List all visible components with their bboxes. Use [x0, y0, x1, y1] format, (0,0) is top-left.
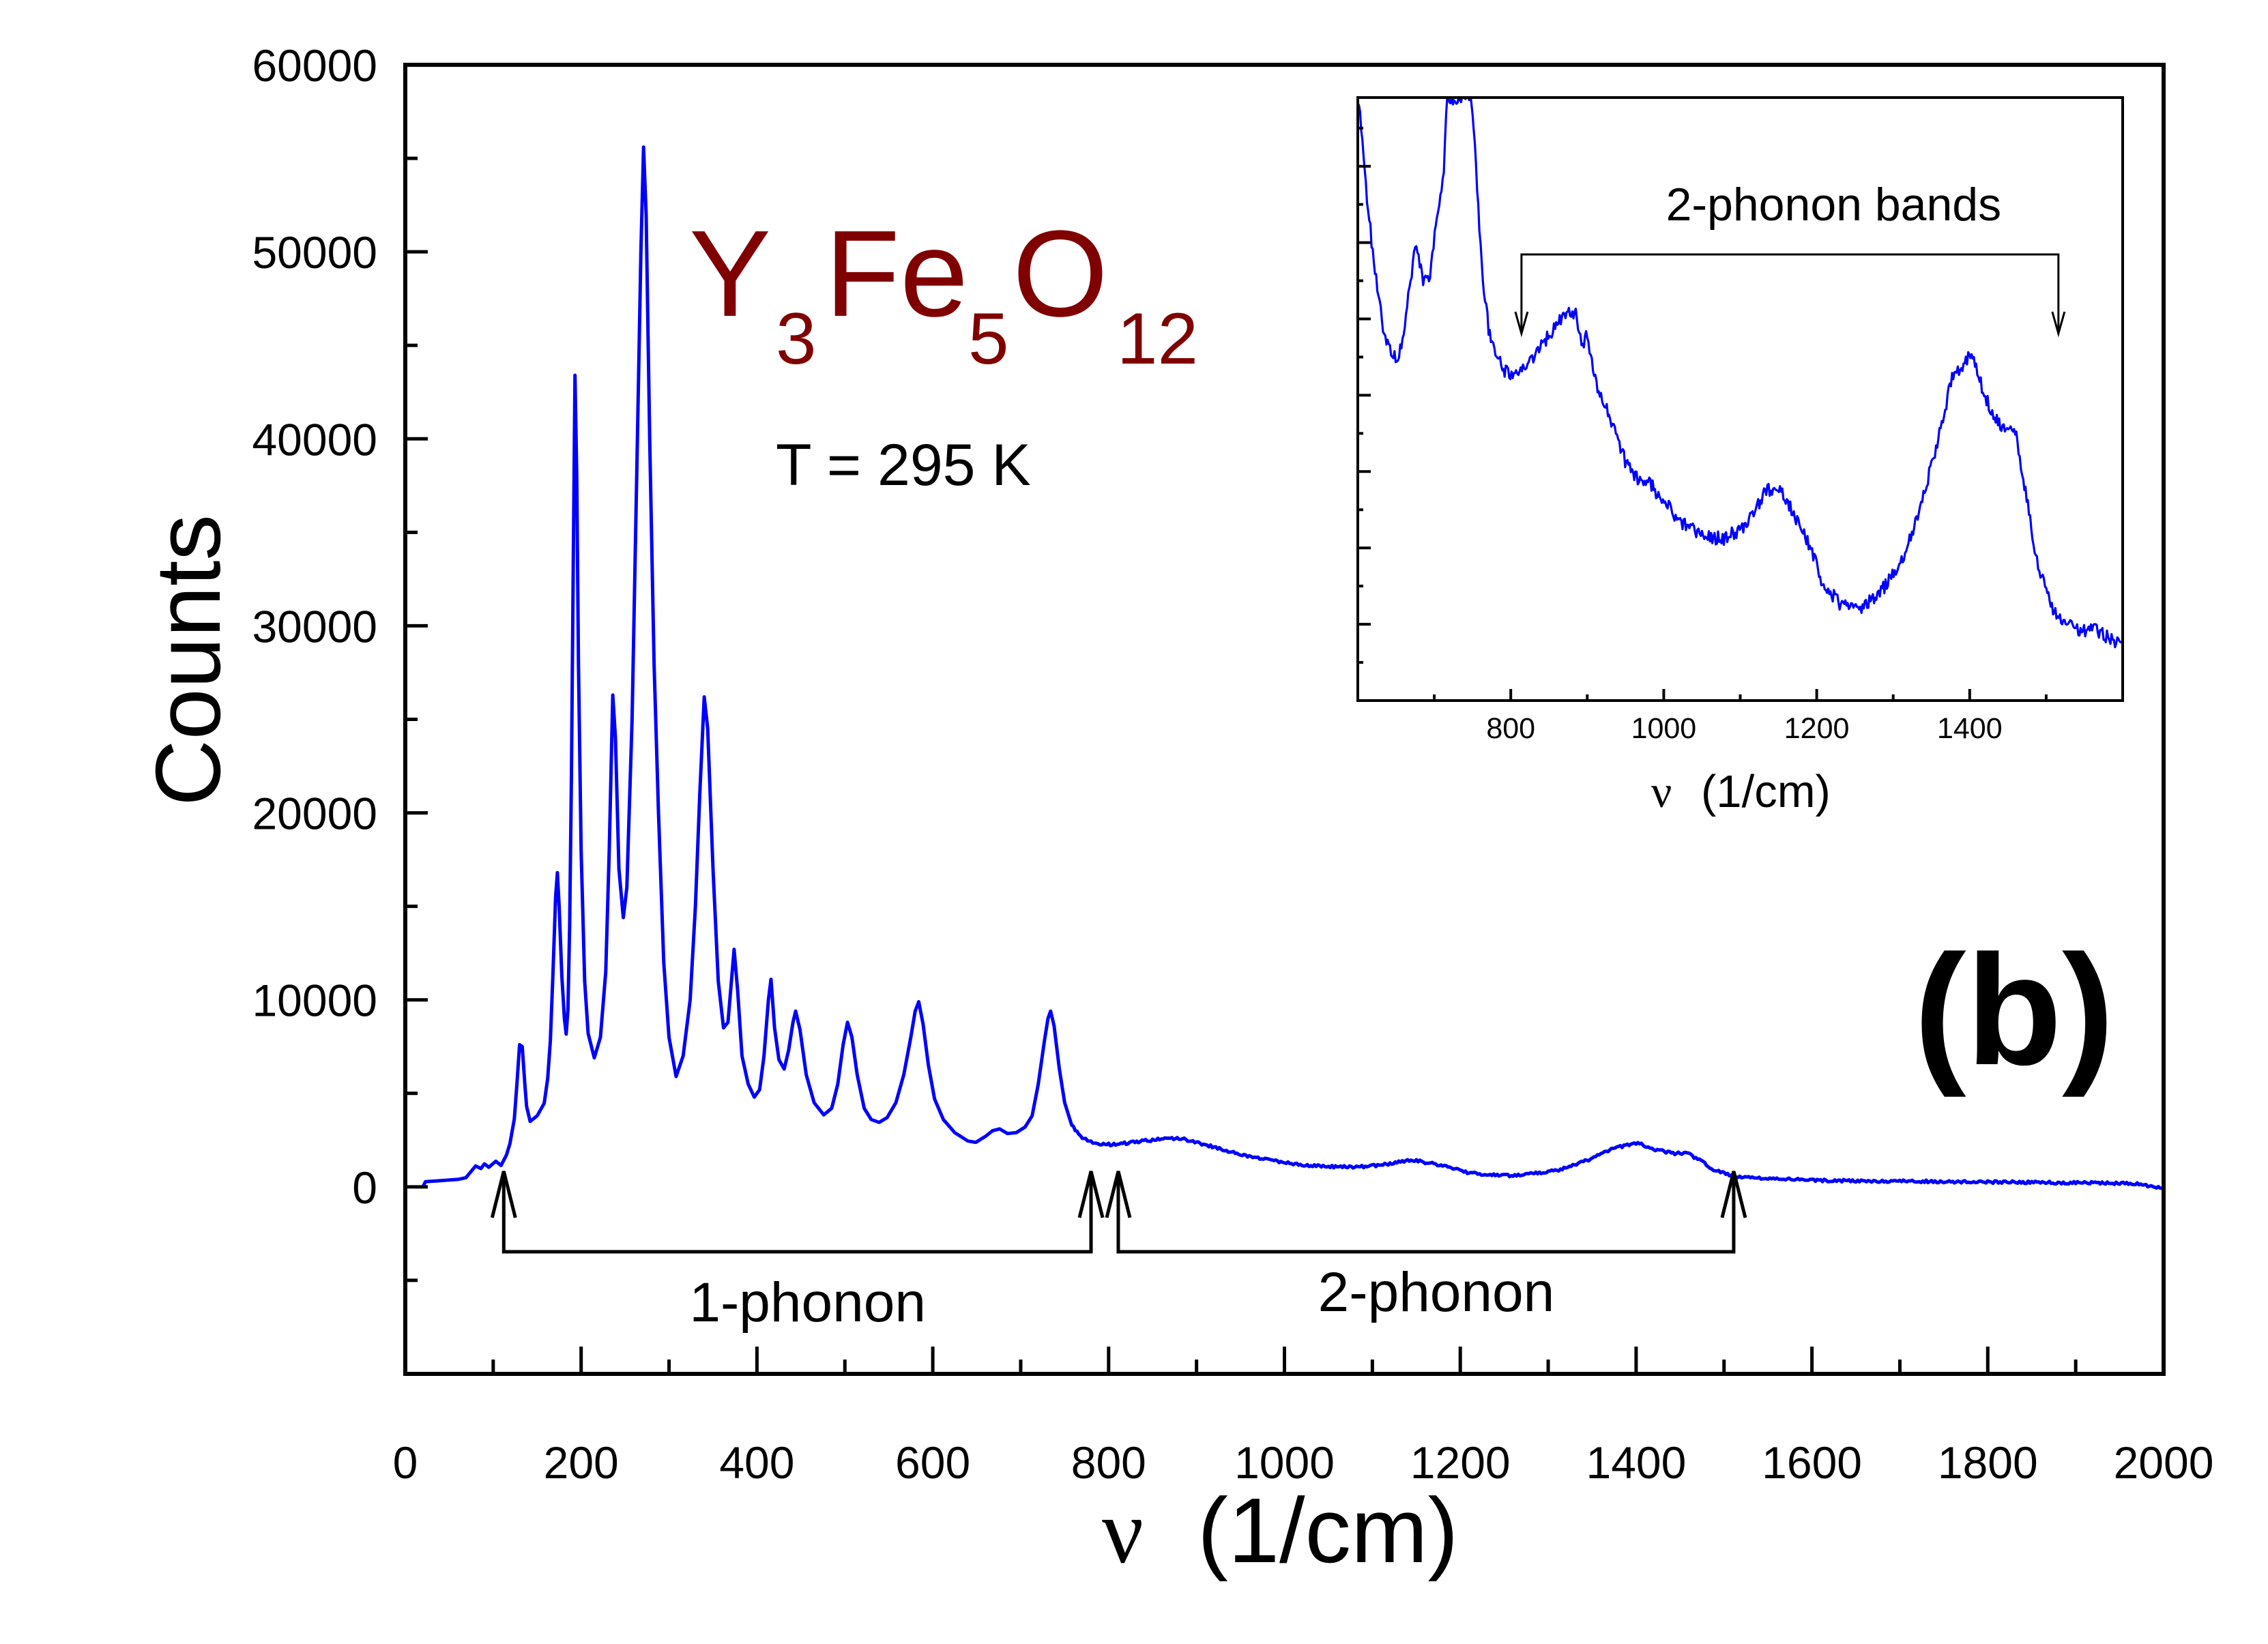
temperature-label: T = 295 K — [776, 432, 1031, 498]
bracket-label: 2-phonon — [1318, 1261, 1555, 1323]
inset-x-axis: 800 1000 1200 1400 — [1433, 689, 2048, 745]
x-tick-label: 2000 — [2114, 1437, 2214, 1488]
x-tick-label: 0 — [393, 1437, 418, 1488]
arrow-up-icon — [1720, 1171, 1747, 1218]
arrow-up-icon — [1105, 1171, 1132, 1218]
inset-bracket-label: 2-phonon bands — [1666, 179, 2002, 231]
bracket-line — [1116, 1171, 1736, 1254]
arrow-up-icon — [490, 1171, 517, 1218]
x-tick-label: 400 — [719, 1437, 794, 1488]
inset-bracket-line — [1520, 253, 2060, 334]
inset-x-axis-symbol: ν — [1651, 767, 1672, 817]
formula-element-fe: Fe — [825, 205, 968, 342]
x-tick-label: 1400 — [1586, 1437, 1686, 1488]
y-tick-label: 10000 — [252, 975, 377, 1026]
panel-label: (b) — [1914, 922, 2114, 1098]
y-tick-label: 30000 — [252, 601, 377, 651]
formula-subscript-3: 3 — [776, 297, 817, 379]
inset-x-tick-label: 1400 — [1937, 712, 2003, 745]
y-tick-label: 0 — [352, 1162, 377, 1213]
inset-two-phonon-bracket: 2-phonon bands — [1514, 179, 2066, 338]
main-y-axis: 0 10000 20000 30000 40000 50000 60000 — [252, 40, 428, 1282]
y-tick-label: 60000 — [252, 40, 377, 91]
y-tick-label: 20000 — [252, 789, 377, 839]
formula-element-y: Y — [689, 205, 771, 342]
x-tick-label: 1600 — [1762, 1437, 1862, 1488]
inset-background — [1358, 98, 2123, 701]
formula-element-o: O — [1013, 205, 1108, 342]
inset-plot-frame — [1356, 96, 2124, 702]
bracket-line — [501, 1171, 1093, 1254]
x-tick-label: 1000 — [1234, 1437, 1335, 1488]
x-tick-label: 600 — [895, 1437, 970, 1488]
bracket-label: 1-phonon — [689, 1272, 926, 1334]
compound-formula: Y 3 Fe 5 O 12 — [689, 205, 1198, 379]
x-tick-label: 200 — [544, 1437, 619, 1488]
inset-spectrum-group — [1358, 98, 2123, 649]
main-plot: 0 200 400 600 800 1000 1200 1400 1600 1800 2000 0 1… — [252, 40, 2213, 1488]
y-tick-label: 40000 — [252, 414, 377, 465]
x-tick-label: 800 — [1071, 1437, 1146, 1488]
inset-x-tick-label: 1000 — [1631, 712, 1697, 745]
inset-plot: 800 1000 1200 1400 2-phonon bands ν (1/cm) — [1356, 96, 2124, 817]
main-x-axis: 0 200 400 600 800 1000 1200 1400 1600 1800 2000 — [393, 1347, 2214, 1488]
inset-x-tick-label: 1200 — [1784, 712, 1850, 745]
inset-x-axis-unit: (1/cm) — [1701, 766, 1831, 817]
x-tick-label: 1200 — [1410, 1437, 1511, 1488]
main-spectrum-group — [421, 145, 2164, 1191]
x-axis-title-symbol: ν — [1102, 1481, 1144, 1583]
formula-subscript-5: 5 — [968, 297, 1009, 379]
main-phonon-brackets: 1-phonon 2-phonon — [490, 1171, 1747, 1334]
y-axis-title: Counts — [136, 514, 239, 806]
arrow-up-icon — [1077, 1171, 1105, 1218]
x-tick-label: 1800 — [1938, 1437, 2038, 1488]
inset-x-tick-label: 800 — [1486, 712, 1535, 745]
main-spectrum-line — [421, 145, 2164, 1191]
formula-subscript-12: 12 — [1117, 297, 1198, 379]
main-plot-frame — [403, 63, 2166, 1376]
y-tick-label: 50000 — [252, 227, 377, 278]
inset-spectrum-line — [1358, 98, 2123, 649]
arrow-down-icon — [1514, 311, 1529, 338]
x-axis-title-unit: (1/cm) — [1197, 1479, 1458, 1582]
arrow-down-icon — [2051, 311, 2066, 338]
